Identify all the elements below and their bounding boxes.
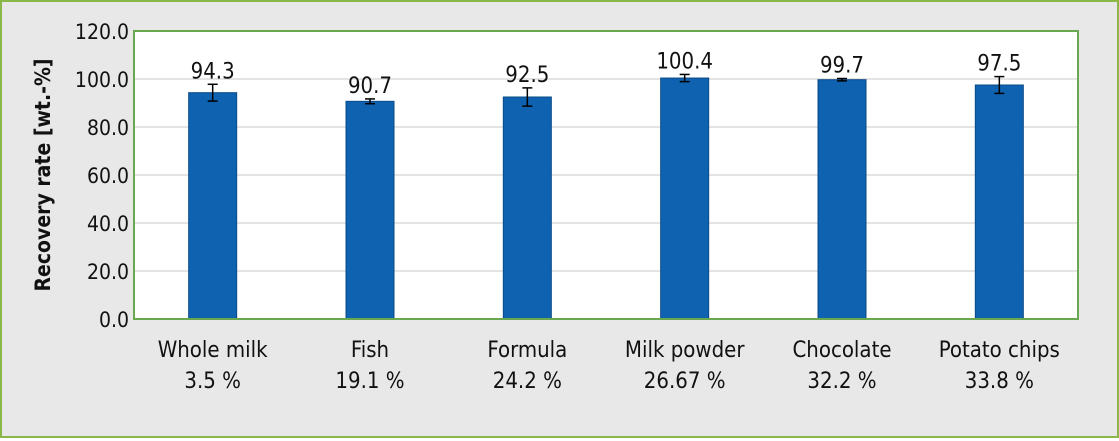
x-category-fat-content: 26.67 % xyxy=(644,369,726,394)
value-label: 97.5 xyxy=(977,52,1021,77)
value-label: 100.4 xyxy=(656,49,713,74)
value-label: 90.7 xyxy=(348,74,392,99)
bar xyxy=(817,79,867,320)
bar xyxy=(502,96,552,320)
x-category-fat-content: 24.2 % xyxy=(493,369,562,394)
x-category-label: Chocolate xyxy=(792,338,891,363)
x-category-label: Potato chips xyxy=(939,338,1060,363)
x-axis-categories: Whole milk 3.5 % Fish 19.1 % Formula 24.2 % Mi… xyxy=(158,338,1060,394)
y-tick-label: 40.0 xyxy=(87,212,129,236)
x-category-label: Formula xyxy=(487,338,567,363)
y-tick-label: 100.0 xyxy=(75,68,129,92)
bar xyxy=(345,100,395,320)
bar xyxy=(974,84,1024,320)
bar xyxy=(188,92,238,320)
x-category-fat-content: 32.2 % xyxy=(807,369,876,394)
y-tick-label: 20.0 xyxy=(87,260,129,284)
x-category-fat-content: 33.8 % xyxy=(965,369,1034,394)
bar xyxy=(660,77,710,320)
y-tick-label: 120.0 xyxy=(75,20,129,44)
x-category-fat-content: 3.5 % xyxy=(184,369,241,394)
x-category-label: Fish xyxy=(351,338,389,363)
x-category-label: Milk powder xyxy=(625,338,745,363)
y-tick-label: 0.0 xyxy=(99,308,129,332)
gridlines xyxy=(134,78,1078,272)
y-axis-ticks: 0.0 20.0 40.0 60.0 80.0 100.0 120.0 xyxy=(75,20,129,332)
bars xyxy=(188,77,1024,320)
plot-border xyxy=(133,30,1079,320)
x-category-label: Whole milk xyxy=(158,338,268,363)
value-label: 94.3 xyxy=(191,59,235,84)
value-label: 92.5 xyxy=(505,63,549,88)
y-tick-label: 80.0 xyxy=(87,116,129,140)
value-label: 99.7 xyxy=(820,54,864,79)
x-category-fat-content: 19.1 % xyxy=(335,369,404,394)
y-axis-label: Recovery rate [wt.-%] xyxy=(31,58,55,291)
value-labels: 94.3 90.7 92.5 100.4 99.7 97.5 xyxy=(191,49,1022,98)
y-tick-label: 60.0 xyxy=(87,164,129,188)
error-bars xyxy=(207,73,1005,107)
